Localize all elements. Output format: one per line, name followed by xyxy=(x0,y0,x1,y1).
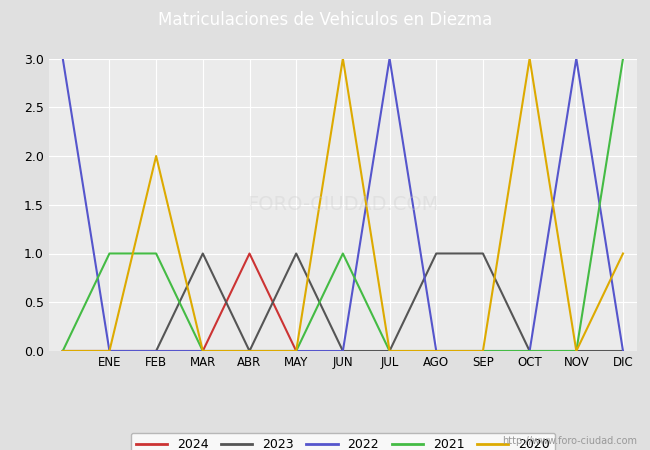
Text: http://www.foro-ciudad.com: http://www.foro-ciudad.com xyxy=(502,436,637,446)
Text: FORO-CIUDAD.COM: FORO-CIUDAD.COM xyxy=(247,195,439,214)
Text: Matriculaciones de Vehiculos en Diezma: Matriculaciones de Vehiculos en Diezma xyxy=(158,11,492,29)
Legend: 2024, 2023, 2022, 2021, 2020: 2024, 2023, 2022, 2021, 2020 xyxy=(131,433,555,450)
